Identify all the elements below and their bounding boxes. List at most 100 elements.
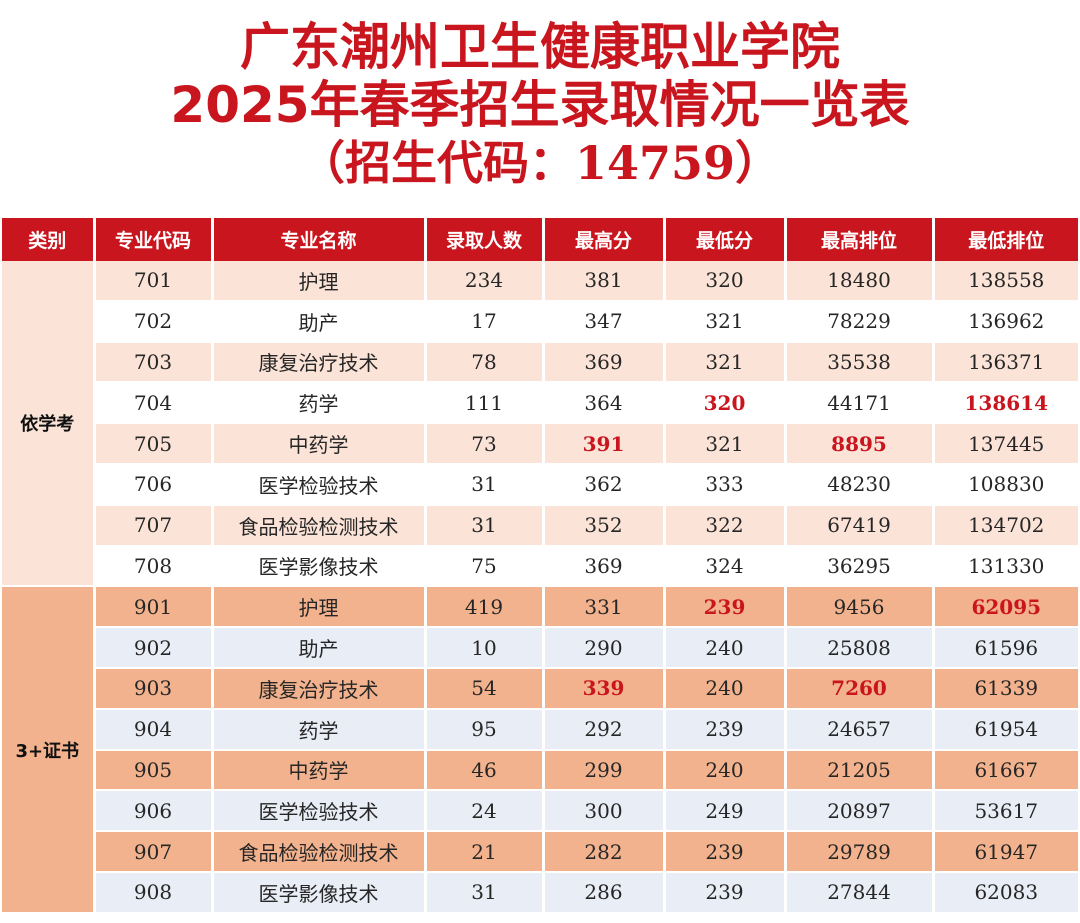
max-rank-cell: 78229 [785, 300, 935, 343]
header-admitted-count: 录取人数 [425, 218, 545, 261]
major-code-cell: 903 [94, 667, 214, 710]
header-code: 专业代码 [94, 218, 214, 261]
major-code-cell: 908 [94, 871, 214, 914]
major-code-cell: 705 [94, 423, 214, 465]
table-row: 708 医学影像技术 75 369 324 36295 131330 [2, 545, 1078, 588]
admitted-count-cell: 419 [425, 586, 545, 629]
table-row: 707 食品检验检测技术 31 352 322 67419 134702 [2, 504, 1078, 547]
max-score-cell: 369 [543, 545, 666, 588]
min-rank-cell: 61667 [933, 749, 1078, 792]
enrollment-code-title: （招生代码：14759） [298, 136, 782, 190]
admitted-count-cell: 21 [425, 831, 545, 873]
major-name-cell: 医学影像技术 [212, 545, 427, 588]
min-score-cell: 320 [664, 382, 787, 425]
max-rank-cell: 36295 [785, 545, 935, 588]
max-score-cell: 364 [543, 382, 666, 425]
table-header-row: 类别 专业代码 专业名称 录取人数 最高分 最低分 最高排位 最低排位 [2, 218, 1078, 261]
min-rank-cell: 134702 [933, 504, 1078, 547]
major-code-cell: 706 [94, 463, 214, 506]
table-row: 705 中药学 73 391 321 8895 137445 [2, 423, 1078, 465]
max-score-cell: 352 [543, 504, 666, 547]
admitted-count-cell: 95 [425, 708, 545, 751]
admitted-count-cell: 46 [425, 749, 545, 792]
min-rank-cell: 136371 [933, 341, 1078, 384]
table-row: 依学考 701 护理 234 381 320 18480 138558 [2, 261, 1078, 588]
max-rank-cell: 7260 [785, 667, 935, 710]
max-rank-cell: 35538 [785, 341, 935, 384]
table-row: 908 医学影像技术 31 286 239 27844 62083 [2, 871, 1078, 914]
min-rank-cell: 62083 [933, 871, 1078, 914]
major-name-cell: 助产 [212, 627, 427, 669]
min-score-cell: 239 [664, 586, 787, 629]
major-name-cell: 护理 [212, 261, 427, 302]
header-max-score: 最高分 [543, 218, 666, 261]
max-rank-cell: 18480 [785, 261, 935, 302]
min-rank-cell: 61947 [933, 831, 1078, 873]
major-name-cell: 中药学 [212, 423, 427, 465]
admitted-count-cell: 17 [425, 300, 545, 343]
min-score-cell: 239 [664, 708, 787, 751]
table-row: 3+证书 901 护理 419 331 239 9456 62095 [2, 586, 1078, 914]
category-cell: 3+证书 [2, 586, 96, 914]
max-rank-cell: 21205 [785, 749, 935, 792]
min-score-cell: 320 [664, 261, 787, 302]
min-rank-cell: 136962 [933, 300, 1078, 343]
table-row: 703 康复治疗技术 78 369 321 35538 136371 [2, 341, 1078, 384]
major-name-cell: 康复治疗技术 [212, 667, 427, 710]
major-name-cell: 护理 [212, 586, 427, 629]
major-name-cell: 中药学 [212, 749, 427, 792]
table-row: 903 康复治疗技术 54 339 240 7260 61339 [2, 667, 1078, 710]
max-rank-cell: 9456 [785, 586, 935, 629]
max-rank-cell: 20897 [785, 790, 935, 833]
max-score-cell: 362 [543, 463, 666, 506]
major-code-cell: 902 [94, 627, 214, 669]
admitted-count-cell: 10 [425, 627, 545, 669]
major-code-cell: 905 [94, 749, 214, 792]
admitted-count-cell: 78 [425, 341, 545, 384]
min-rank-cell: 53617 [933, 790, 1078, 833]
major-code-cell: 707 [94, 504, 214, 547]
min-score-cell: 239 [664, 831, 787, 873]
min-score-cell: 240 [664, 749, 787, 792]
table-body: 依学考 701 护理 234 381 320 18480 138558 702 助产 17 347 32… [2, 261, 1078, 914]
table-row: 702 助产 17 347 321 78229 136962 [2, 300, 1078, 343]
header-min-score: 最低分 [664, 218, 787, 261]
admitted-count-cell: 234 [425, 261, 545, 302]
min-score-cell: 321 [664, 423, 787, 465]
max-score-cell: 369 [543, 341, 666, 384]
admitted-count-cell: 111 [425, 382, 545, 425]
admission-table: 类别 专业代码 专业名称 录取人数 最高分 最低分 最高排位 最低排位 依学考 7… [2, 218, 1078, 914]
max-score-cell: 339 [543, 667, 666, 710]
header-min-rank: 最低排位 [933, 218, 1078, 261]
min-rank-cell: 108830 [933, 463, 1078, 506]
max-score-cell: 300 [543, 790, 666, 833]
header-max-rank: 最高排位 [785, 218, 935, 261]
major-name-cell: 食品检验检测技术 [212, 504, 427, 547]
max-score-cell: 290 [543, 627, 666, 669]
major-name-cell: 食品检验检测技术 [212, 831, 427, 873]
max-rank-cell: 8895 [785, 423, 935, 465]
max-rank-cell: 27844 [785, 871, 935, 914]
min-rank-cell: 138558 [933, 261, 1078, 302]
major-code-cell: 703 [94, 341, 214, 384]
max-rank-cell: 29789 [785, 831, 935, 873]
min-rank-cell: 138614 [933, 382, 1078, 425]
table-row: 902 助产 10 290 240 25808 61596 [2, 627, 1078, 669]
max-rank-cell: 44171 [785, 382, 935, 425]
admission-table-title: 2025年春季招生录取情况一览表 [170, 76, 910, 134]
major-name-cell: 助产 [212, 300, 427, 343]
min-rank-cell: 61339 [933, 667, 1078, 710]
max-rank-cell: 48230 [785, 463, 935, 506]
category-cell: 依学考 [2, 261, 96, 588]
school-name-title: 广东潮州卫生健康职业学院 [240, 18, 840, 76]
major-code-cell: 901 [94, 586, 214, 629]
max-score-cell: 286 [543, 871, 666, 914]
min-rank-cell: 61954 [933, 708, 1078, 751]
admitted-count-cell: 54 [425, 667, 545, 710]
admitted-count-cell: 24 [425, 790, 545, 833]
min-score-cell: 240 [664, 627, 787, 669]
header-major-name: 专业名称 [212, 218, 427, 261]
major-code-cell: 904 [94, 708, 214, 751]
table-row: 706 医学检验技术 31 362 333 48230 108830 [2, 463, 1078, 506]
min-score-cell: 239 [664, 871, 787, 914]
